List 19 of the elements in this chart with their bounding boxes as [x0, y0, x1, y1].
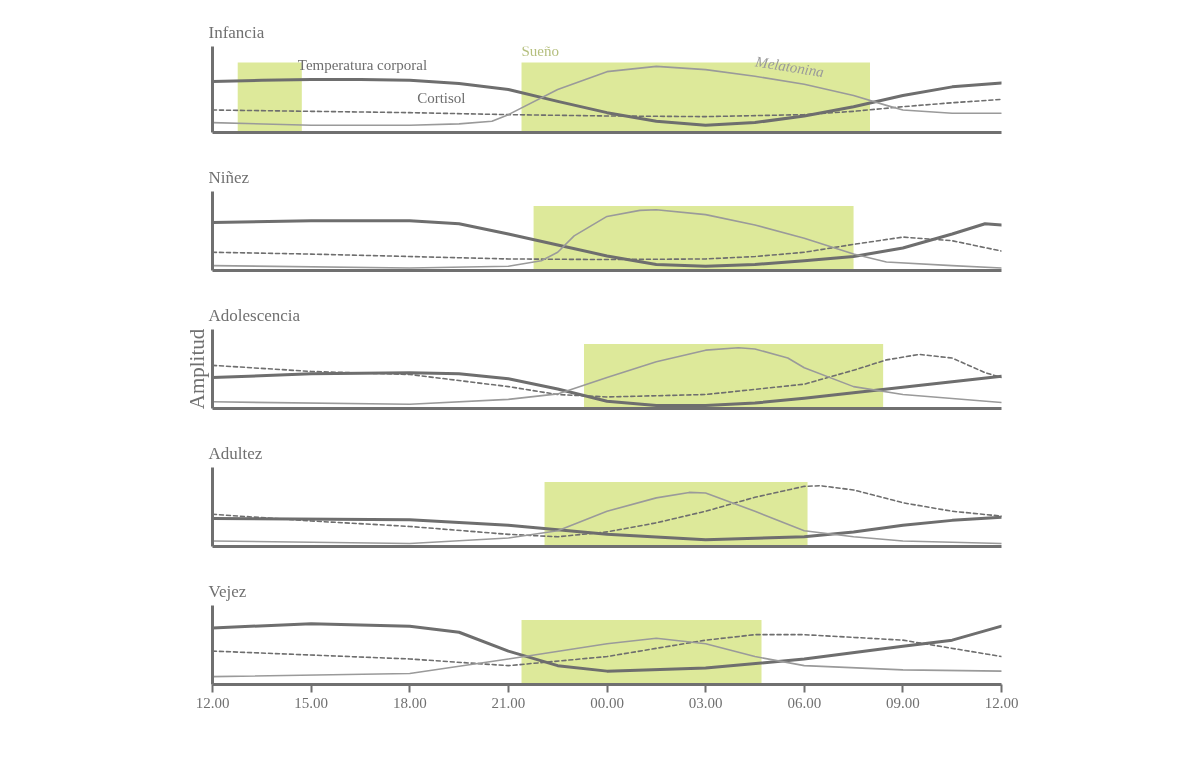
chart-title: Infancia: [208, 22, 265, 42]
x-tick-label: 09.00: [886, 694, 920, 711]
x-tick-label: 15.00: [294, 694, 328, 711]
x-tick-label: 12.00: [195, 694, 230, 711]
series-label: Temperatura corporal: [297, 56, 428, 73]
series-label: Cortisol: [417, 90, 466, 107]
x-tick-label: 12.00: [984, 694, 1019, 711]
x-tick-label: 06.00: [787, 694, 822, 711]
x-tick-label: 18.00: [392, 694, 427, 711]
chart-title: Adolescencia: [208, 305, 301, 325]
chart-title: Vejez: [208, 581, 247, 601]
y-axis-title: Amplitud: [184, 328, 209, 410]
x-tick-label: 21.00: [491, 694, 526, 711]
band-label: Sueño: [521, 43, 560, 60]
text: Melatonina: [753, 53, 826, 81]
chart-title: Adultez: [208, 443, 263, 463]
x-tick-label: 00.00: [590, 694, 624, 711]
x-tick-label: 03.00: [688, 694, 723, 711]
chart-title: Niñez: [208, 167, 250, 187]
